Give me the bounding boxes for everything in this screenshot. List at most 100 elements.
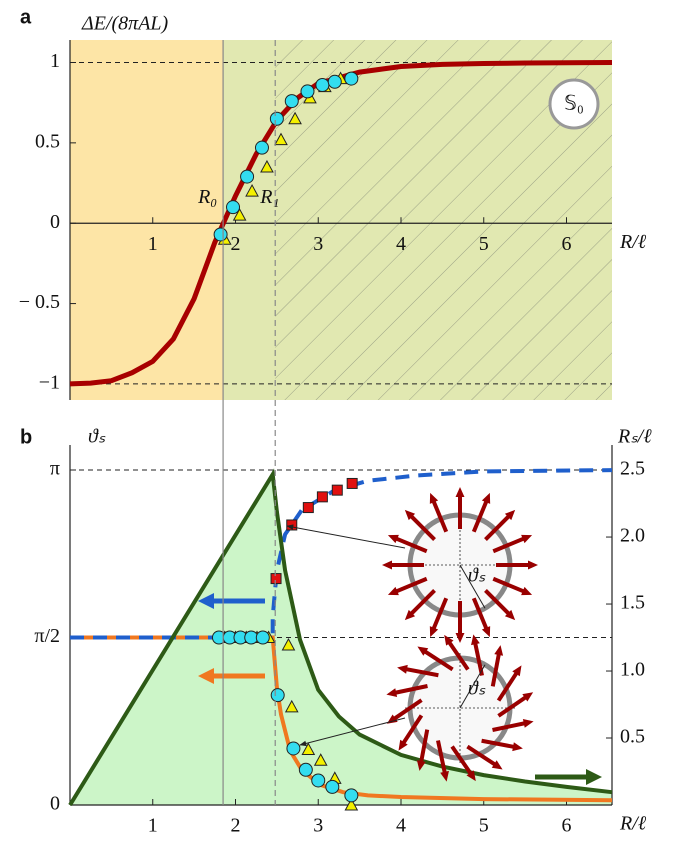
y-tick-label: 1 bbox=[50, 50, 60, 72]
y-tick-label: 0 bbox=[50, 211, 60, 233]
inset: ϑₛ bbox=[382, 487, 538, 643]
inset: ϑₛ bbox=[386, 634, 534, 782]
director-head bbox=[382, 560, 392, 570]
triangle-marker bbox=[274, 132, 288, 146]
circle-marker bbox=[226, 200, 241, 215]
green-arrow-head bbox=[586, 769, 602, 785]
director-arrow bbox=[391, 684, 428, 696]
x-tick-label: 5 bbox=[479, 815, 489, 837]
director-head bbox=[494, 645, 504, 656]
director-arrow bbox=[402, 666, 439, 678]
circle-marker bbox=[325, 779, 340, 794]
triangle-marker bbox=[284, 699, 299, 713]
x-tick-label: 1 bbox=[148, 815, 158, 837]
panel-label: b bbox=[20, 426, 32, 448]
badge-circle bbox=[548, 78, 600, 130]
director-head bbox=[404, 509, 416, 521]
inset-angle-line bbox=[459, 664, 486, 709]
square-marker bbox=[302, 502, 314, 514]
circle-marker bbox=[344, 71, 359, 86]
director-arrow bbox=[407, 589, 436, 618]
circle-marker bbox=[311, 773, 326, 788]
director-head bbox=[416, 760, 426, 771]
director-head bbox=[398, 739, 408, 751]
director-arrow bbox=[430, 497, 449, 533]
circle-marker bbox=[269, 111, 284, 126]
y-tick-label: − 0.5 bbox=[19, 291, 60, 313]
director-arrow bbox=[392, 535, 428, 554]
y-tick-label: π/2 bbox=[34, 625, 60, 647]
director-head bbox=[387, 586, 399, 596]
director-arrow bbox=[430, 597, 449, 633]
square-marker bbox=[331, 484, 343, 496]
x-axis-label: R/ℓ bbox=[619, 231, 647, 253]
y-axis-label: ϑₛ bbox=[88, 426, 106, 448]
triangle-marker bbox=[281, 638, 296, 651]
orange-arrow-head bbox=[198, 668, 214, 684]
y2-axis-label: Rₛ/ℓ bbox=[617, 426, 652, 448]
director-head bbox=[404, 609, 416, 621]
x-tick-label: 1 bbox=[148, 233, 158, 255]
y-tick-label: π bbox=[50, 458, 60, 480]
circle-marker bbox=[344, 788, 359, 803]
director-arrow bbox=[392, 576, 428, 595]
inset-angle-line bbox=[459, 564, 486, 609]
energy-curve bbox=[69, 60, 613, 387]
blue-arrow-head bbox=[198, 593, 214, 609]
director-head bbox=[522, 719, 534, 728]
triangle-marker bbox=[232, 208, 247, 221]
x-tick-label: 4 bbox=[396, 233, 406, 255]
director-arrow bbox=[492, 720, 529, 732]
director-head bbox=[481, 626, 491, 638]
director-head bbox=[440, 770, 449, 782]
blue-dashed-curve bbox=[70, 468, 613, 640]
director-arrow bbox=[436, 740, 448, 777]
badge: 𝕊₀ bbox=[564, 93, 584, 115]
director-head bbox=[512, 742, 523, 752]
director-arrow bbox=[492, 576, 528, 595]
circle-marker bbox=[244, 630, 259, 645]
director-arrow bbox=[492, 535, 528, 554]
x-tick-label: 4 bbox=[396, 815, 406, 837]
director-head bbox=[466, 770, 476, 782]
x-tick-label: 2 bbox=[230, 815, 240, 837]
boundary-curve bbox=[68, 468, 613, 807]
director-head bbox=[444, 634, 454, 646]
x-axis-label: R/ℓ bbox=[619, 813, 647, 835]
circle-marker bbox=[213, 227, 228, 242]
square-marker bbox=[286, 519, 298, 531]
region-left bbox=[70, 40, 224, 400]
y-tick-label: 0.5 bbox=[35, 130, 60, 152]
director-arrow bbox=[421, 648, 454, 672]
director-arrow bbox=[496, 669, 520, 702]
director-head bbox=[528, 560, 538, 570]
r-label: R₀ bbox=[197, 186, 217, 208]
circle-marker bbox=[298, 762, 313, 777]
orange-curve bbox=[70, 635, 613, 803]
director-arrow bbox=[497, 693, 530, 718]
triangle-marker bbox=[313, 753, 328, 766]
director-arrow bbox=[472, 639, 484, 676]
x-tick-label: 2 bbox=[230, 233, 240, 255]
director-head bbox=[522, 692, 534, 702]
director-head bbox=[417, 646, 429, 656]
director-head bbox=[481, 492, 491, 504]
r-label: R₁ bbox=[259, 186, 279, 208]
director-arrow bbox=[400, 714, 424, 747]
director-arrow bbox=[481, 738, 518, 750]
stable-region bbox=[70, 474, 612, 805]
circle-marker bbox=[315, 78, 330, 92]
director-head bbox=[504, 609, 516, 621]
circle-marker bbox=[240, 169, 255, 184]
director-head bbox=[471, 634, 480, 646]
y-tick-label: 0 bbox=[50, 793, 60, 815]
director-head bbox=[386, 688, 398, 697]
director-head bbox=[455, 633, 465, 643]
pointer bbox=[286, 524, 406, 549]
director-arrow bbox=[471, 497, 490, 533]
circle-marker bbox=[284, 94, 299, 109]
triangle-marker bbox=[344, 797, 359, 811]
triangle-marker bbox=[245, 184, 259, 197]
circle-marker bbox=[286, 741, 301, 756]
